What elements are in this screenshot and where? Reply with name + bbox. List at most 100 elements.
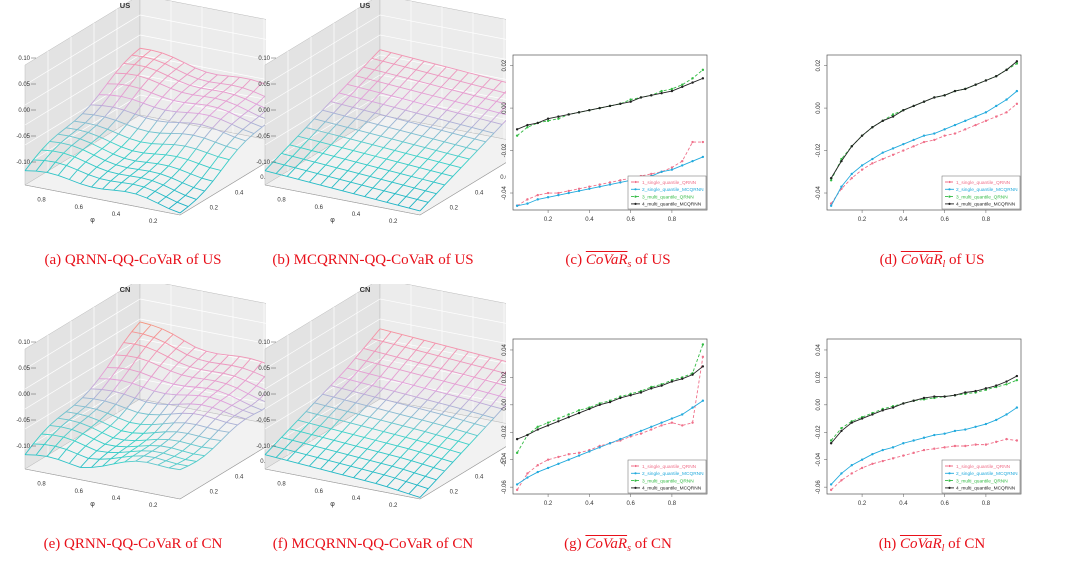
surface-mesh-line [123,393,136,399]
surface-mesh-line [292,439,304,444]
series-point-2 [1005,98,1008,101]
surface-mesh-line [482,78,492,88]
series-point-4 [701,77,705,80]
surface-mesh-line [441,405,450,415]
surface-mesh-line [364,152,376,157]
surface-mesh-line [118,417,130,423]
surface-mesh-line [394,184,404,194]
surface-mesh-line [167,111,177,123]
surface-mesh-line [134,386,144,399]
surface-mesh-line [234,375,246,381]
surface-mesh-line [463,411,473,421]
surface-mesh-line [206,97,216,106]
legend-marker [634,188,637,191]
surface-mesh-line [113,461,125,465]
surface-mesh-line [57,127,67,135]
surface-mesh-line [305,118,315,128]
surface-mesh-line [129,445,139,453]
wall-grid-line [379,378,506,404]
surface-mesh-line [421,365,431,376]
x-tick-label: 0.8 [37,482,46,488]
surface-mesh-line [90,142,103,150]
series-point-3 [546,421,550,424]
surface-mesh-line [239,355,251,359]
surface-mesh-line [424,431,437,436]
surface-mesh-line [206,418,216,428]
surface-mesh-line [357,360,367,372]
x-tick-label: 0.4 [352,212,361,218]
surface-mesh-line [330,419,340,430]
surface-mesh-line [250,122,263,128]
surface-mesh-line [471,75,480,85]
surface-mesh-line [314,402,326,407]
series-point-4 [650,387,653,390]
surface-mesh-line [490,395,500,407]
surface-mesh-line [140,78,149,89]
surface-mesh-line [63,145,73,154]
surface-mesh-line [253,82,263,92]
surface-mesh-line [499,395,506,399]
surface-title: US [360,1,370,10]
surface-mesh-line [331,471,343,476]
series-point-2 [902,142,905,146]
surface-mesh-line [344,115,356,120]
surface-mesh-line [186,67,196,75]
surface-mesh-line [96,116,105,126]
surface-mesh-line [220,118,232,125]
surface-mesh-line [457,432,467,442]
surface-mesh-line [195,415,205,425]
surface-mesh-line [319,141,332,146]
y-tick-label: 0.02 [502,371,508,383]
legend-marker [948,202,951,205]
surface-mesh-line [383,138,393,148]
surface-mesh-line [264,170,277,175]
surface-mesh-line [352,390,365,395]
surface-mesh-line [383,422,393,432]
surface-mesh-line [289,428,301,433]
series-point-4 [953,89,957,93]
x-tick-label: 0.8 [277,198,286,204]
surface-mesh-line [24,159,34,171]
surface-mesh-line [382,52,392,62]
series-point-1 [984,119,988,123]
series-point-4 [526,433,529,437]
surface-mesh-line [275,448,285,458]
legend-marker [634,180,637,184]
surface-mesh-line [292,155,304,160]
wall-grid-line [139,298,266,324]
panel-g: 0.04 0.02 0.00 -0.02 -0.04 -0.06 0.2 0.4 0.6 0.8 1… [485,284,751,568]
surface-mesh-line [457,69,469,74]
surface-mesh-line [306,445,315,456]
series-point-2 [577,189,581,193]
surface-mesh-line [369,132,381,137]
surface-mesh-line [264,161,274,172]
box-edge [419,162,506,216]
surface-mesh-line [231,404,244,411]
surface-mesh-line [157,196,167,204]
series-point-3 [1005,383,1008,386]
surface-mesh-line [212,118,222,129]
surface-mesh-line [377,399,387,409]
surface-mesh-line [228,111,241,118]
surface-mesh-line [432,413,442,424]
surface-mesh-line [207,427,219,431]
surface-mesh-line [248,393,260,400]
legend-entry: 2_single_quantile_MCQRNN [642,187,704,193]
surface-mesh-line [73,397,83,406]
series-point-1 [953,132,957,135]
surface-mesh-line [110,425,122,432]
surface-mesh-line [120,95,133,100]
surface-mesh-line [190,163,200,175]
surface-mesh-line [74,156,86,163]
surface-mesh-line [187,461,197,467]
surface-mesh-line [383,147,395,151]
y-tick-label: -0.06 [816,480,822,494]
box-edge [24,468,181,500]
surface-mesh-line [452,132,464,137]
x-tick-label: 0.4 [352,496,361,502]
surface-mesh-line [82,388,92,399]
surface-mesh-line [457,104,467,114]
series-point-2 [670,417,674,420]
surface-mesh-line [347,445,357,455]
surface-mesh-line [457,396,470,401]
